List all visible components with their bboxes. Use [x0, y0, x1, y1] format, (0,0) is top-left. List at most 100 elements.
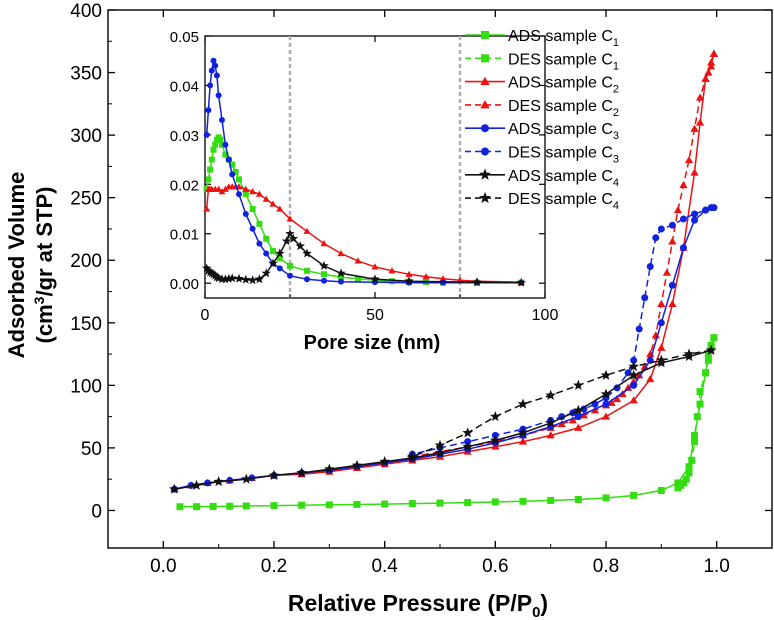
main-series-1	[674, 334, 718, 492]
legend-marker	[480, 100, 490, 109]
inset-data-point	[304, 267, 310, 274]
inset-data-point	[205, 176, 212, 183]
inset-y-tick-label: 0.02	[170, 177, 199, 194]
inset-data-point	[236, 191, 242, 198]
legend-marker	[479, 168, 491, 180]
main-data-point	[517, 427, 529, 438]
main-x-tick-label: 0.6	[482, 556, 508, 577]
main-data-point	[325, 501, 333, 509]
inset-data-point	[302, 248, 312, 258]
main-y-tick-label: 300	[70, 126, 102, 147]
main-data-point	[668, 221, 676, 229]
inset-data-point	[236, 176, 242, 183]
main-data-point	[600, 388, 612, 399]
inset-data-point	[227, 273, 237, 283]
svg-text:Adsorbed Volume: Adsorbed Volume	[4, 172, 29, 359]
main-data-point	[545, 389, 557, 400]
inset-data-point	[321, 277, 327, 284]
inset-axes: 0 50 100 0.00 0.01 0.02 0.03 0.04 0.05	[170, 29, 559, 324]
main-data-point	[568, 416, 577, 424]
main-data-point	[557, 419, 566, 428]
main-data-point	[674, 484, 682, 492]
main-data-point	[662, 268, 671, 276]
legend-label: DES sample C1	[508, 51, 619, 72]
legend-item: ADS sample C4	[465, 168, 619, 189]
main-data-point	[193, 503, 201, 511]
main-data-point	[707, 62, 716, 70]
main-data-point	[169, 483, 180, 494]
inset-data-point	[371, 263, 379, 270]
main-data-point	[710, 334, 718, 342]
main-y-tick-label: 0	[91, 501, 102, 522]
inset-data-point	[288, 233, 299, 243]
inset-data-point	[210, 146, 217, 153]
inset-data-point	[220, 274, 231, 284]
inset-data-point	[241, 274, 251, 284]
inset-data-point	[222, 151, 229, 158]
legend-marker	[481, 31, 489, 39]
main-data-point	[462, 427, 474, 438]
main-data-point	[696, 400, 704, 408]
main-data-point	[630, 381, 638, 389]
inset-data-point	[219, 117, 225, 124]
main-data-point	[646, 262, 654, 270]
main-data-point	[353, 500, 361, 508]
legend-marker	[481, 124, 489, 133]
inset-data-point	[247, 275, 258, 285]
legend-label: ADS sample C2	[508, 75, 619, 96]
main-y-tick-label: 200	[70, 251, 102, 272]
main-y-tick-label: 350	[70, 64, 102, 85]
inset-series-1	[203, 183, 525, 285]
inset-data-point	[281, 236, 292, 246]
main-data-point	[657, 486, 665, 494]
main-data-point	[572, 379, 584, 390]
main-data-point	[652, 234, 660, 242]
inset-data-point	[338, 278, 344, 285]
inset-data-point	[276, 205, 284, 212]
inset-data-point	[276, 255, 283, 262]
main-data-point	[657, 299, 666, 308]
inset-data-point	[218, 188, 226, 195]
main-data-point	[381, 500, 389, 508]
main-data-point	[695, 93, 705, 101]
legend-label: DES sample C4	[508, 191, 619, 212]
main-data-point	[574, 413, 582, 421]
legend-marker	[481, 147, 489, 156]
main-data-point	[704, 68, 713, 76]
main-data-point	[602, 400, 610, 408]
main-data-point	[518, 437, 528, 445]
legend-item: ADS sample C3	[465, 121, 619, 142]
main-data-point	[640, 362, 649, 370]
inset-data-point	[370, 274, 380, 284]
main-data-point	[517, 398, 529, 409]
legend-item: DES sample C4	[465, 191, 619, 212]
inset-data-point	[319, 260, 329, 270]
inset-data-point	[215, 92, 222, 99]
inset-data-point	[262, 195, 270, 202]
inset-data-point	[285, 228, 295, 238]
inset-data-point	[208, 269, 219, 279]
inset-y-tick-label: 0.01	[170, 227, 199, 244]
main-data-point	[635, 325, 643, 333]
inset-data-point	[422, 273, 430, 280]
inset-x-tick-label: 50	[366, 307, 384, 324]
inset-data-point	[210, 270, 220, 280]
inset-data-point	[213, 72, 220, 79]
main-x-tick-label: 0.8	[593, 556, 619, 577]
main-data-point	[628, 360, 640, 372]
main-data-point	[695, 118, 705, 126]
main-series	[169, 49, 719, 511]
inset-data-point	[404, 276, 414, 286]
inset-data-point	[303, 227, 311, 234]
inset-data-point	[321, 271, 327, 278]
main-data-point	[242, 502, 250, 510]
main-series-6	[169, 344, 717, 494]
inset-data-point	[207, 82, 214, 89]
inset-data-point	[261, 268, 271, 278]
inset-data-point	[263, 235, 270, 242]
inset-y-tick-label: 0.04	[170, 78, 199, 95]
main-data-point	[379, 456, 391, 467]
legend-item: DES sample C3	[465, 145, 619, 166]
main-axes: 0.0 0.2 0.4 0.6 0.8 1.0 0 50 100 150 200 250 300 350 4…	[70, 1, 773, 577]
